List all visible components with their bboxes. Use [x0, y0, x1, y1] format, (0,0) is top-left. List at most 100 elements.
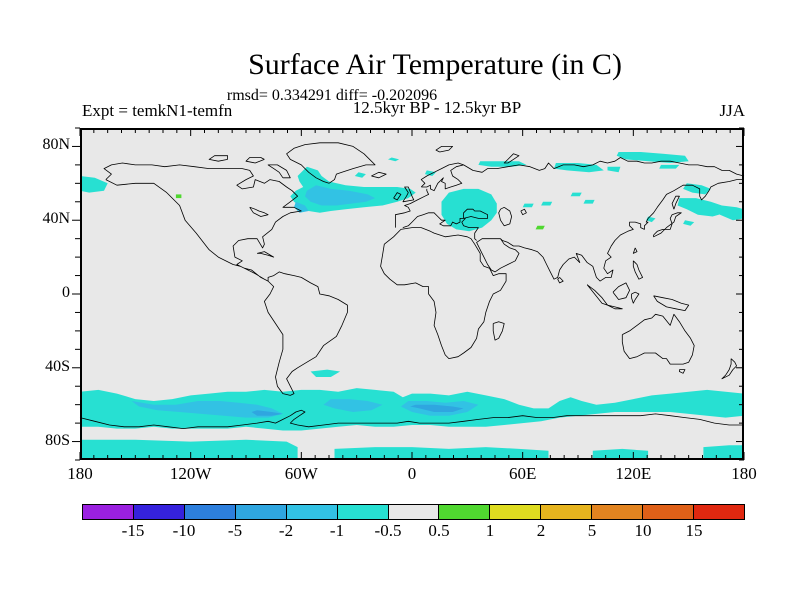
x-tick-label-180-0: 180 — [67, 464, 93, 483]
anomaly-region-north-atlantic-core — [305, 185, 376, 206]
colorbar-segment-5 — [336, 504, 389, 520]
anomaly-region-japan-east-dot — [683, 220, 695, 226]
coastline-16 — [520, 208, 527, 216]
colorbar-label--1: -1 — [329, 521, 345, 540]
y-tick-label-0: 0 — [62, 284, 70, 302]
coastline-12 — [402, 212, 466, 228]
colorbar-label--5: -5 — [227, 521, 243, 540]
anomaly-region-central-siberia-patch — [607, 166, 621, 173]
x-tick-label-120E-5: 120E — [615, 464, 652, 483]
coastline-6 — [257, 251, 275, 258]
colorbar-label-15: 15 — [685, 521, 703, 540]
anomaly-region-central-asia-dot — [535, 225, 545, 230]
colorbar-label-5: 5 — [587, 521, 597, 540]
anomaly-region-lena-dot — [659, 164, 680, 169]
coastline-31 — [607, 304, 623, 310]
y-tick-label-40N: 40N — [42, 210, 70, 228]
coastline-4 — [208, 155, 228, 162]
colorbar-segment-10 — [591, 504, 644, 520]
coastline-20 — [435, 146, 453, 153]
coastline-3 — [245, 157, 265, 164]
experiment-label: Expt = temkN1-temfn — [82, 101, 233, 120]
coastline-26 — [653, 212, 682, 238]
colorbar-segment-12 — [693, 504, 745, 520]
colorbar-segment-11 — [642, 504, 695, 520]
anomaly-region-southern-ocean-mid-west — [131, 401, 283, 418]
coastline-7 — [264, 271, 348, 396]
anomaly-region-southern-ocean-deep-east — [410, 404, 464, 412]
coastline-35 — [621, 313, 695, 365]
anomaly-region-bc-coast-dot — [175, 194, 182, 199]
y-tick-label-80S: 80S — [45, 431, 70, 449]
x-tick-label-0-3: 0 — [407, 464, 417, 483]
colorbar-label-2: 2 — [536, 521, 546, 540]
stats-line: rmsd= 0.334291 diff= -0.202096 — [226, 87, 438, 104]
coastline-0 — [103, 162, 302, 282]
coastline-10 — [395, 188, 429, 228]
coastline-19 — [371, 171, 387, 179]
anomaly-region-east-siberia-coast — [616, 152, 689, 163]
anomaly-region-pacific-east-edge-patch — [716, 205, 744, 221]
colorbar-segment-1 — [132, 504, 185, 520]
colorbar-segment-3 — [234, 504, 287, 520]
colorbar-segment-2 — [183, 504, 236, 520]
anomaly-region-antarctica-strip-far-east — [703, 445, 744, 460]
anomaly-region-mongolia-dot-2 — [583, 199, 595, 204]
anomaly-region-greenland-sea-dot — [388, 157, 400, 162]
coastline-9 — [492, 321, 505, 341]
map-area — [72, 127, 745, 461]
plot-title: Surface Air Temperature (in C) — [248, 48, 622, 81]
anomaly-region-antarctica-strip-west — [80, 439, 298, 460]
colorbar-segment-9 — [540, 504, 593, 520]
colorbar-label-0.5: 0.5 — [428, 521, 450, 540]
season-label: JJA — [719, 101, 745, 120]
coastline-21 — [503, 153, 520, 164]
colorbar — [82, 504, 745, 520]
anomaly-region-antarctica-strip-east — [592, 448, 649, 460]
period-line: 12.5kyr BP - 12.5kyr BP — [352, 98, 522, 117]
colorbar-label--10: -10 — [172, 521, 196, 540]
x-tick-label-120W-1: 120W — [169, 464, 212, 483]
anomaly-region-southern-ocean-mid-atlantic — [323, 399, 383, 412]
colorbar-label-1: 1 — [485, 521, 495, 540]
coastline-27 — [671, 195, 680, 210]
coastline-32 — [612, 282, 630, 300]
coastline-17 — [402, 186, 415, 203]
coastline-1 — [286, 142, 376, 184]
colorbar-label-10: 10 — [634, 521, 652, 540]
colorbar-segment-7 — [438, 504, 491, 520]
coastline-13 — [461, 218, 479, 241]
coastline-23 — [500, 179, 744, 282]
colorbar-label--15: -15 — [121, 521, 145, 540]
colorbar-segment-0 — [82, 504, 134, 520]
y-tick-label-40S: 40S — [45, 357, 70, 375]
coastline-18 — [393, 192, 402, 201]
anomaly-region-kazakh-dot-1 — [522, 203, 534, 208]
colorbar-label--0.5: -0.5 — [374, 521, 402, 540]
anomaly-region-kazakh-dot-2 — [541, 201, 553, 206]
coastline-15 — [498, 206, 512, 227]
x-tick-label-60E-4: 60E — [508, 464, 537, 483]
coastline-29 — [632, 260, 643, 280]
coastline-11 — [420, 162, 464, 192]
colorbar-label--2: -2 — [278, 521, 294, 540]
anomaly-region-falkland-patch — [310, 369, 341, 377]
coastline-36 — [679, 369, 686, 374]
colorbar-segment-4 — [285, 504, 338, 520]
coastline-5 — [249, 206, 269, 217]
coastline-8 — [380, 227, 507, 359]
coastline-28 — [632, 247, 638, 254]
x-tick-label-60W-2: 60W — [284, 464, 318, 483]
coastline-33 — [631, 291, 640, 304]
coastline-2 — [267, 164, 291, 179]
coastline-22 — [463, 157, 745, 177]
coastline-37 — [721, 358, 737, 380]
coastline-24 — [476, 238, 520, 273]
colorbar-segment-6 — [387, 504, 440, 520]
coastline-14 — [463, 208, 488, 219]
anomaly-region-labrador-core — [294, 201, 309, 213]
anomaly-region-mongolia-dot-1 — [570, 192, 582, 197]
coastline-25 — [557, 277, 564, 284]
y-tick-label-80N: 80N — [42, 136, 70, 154]
